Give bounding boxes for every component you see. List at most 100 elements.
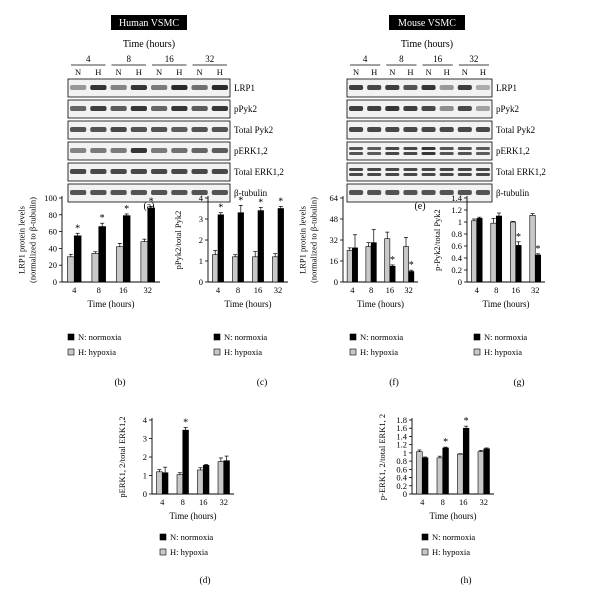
human-band	[151, 169, 168, 174]
chart-h: 00.20.40.60.811.21.41.61.8 p-ERK1, 2/tota…	[377, 414, 494, 586]
mouse-band	[367, 127, 382, 132]
mouse-band	[421, 127, 436, 132]
human-band	[90, 190, 107, 195]
x-axis-label: Time (hours)	[430, 511, 477, 521]
human-row-label: pPyk2	[234, 104, 257, 114]
mouse-timepoint-label: 8	[399, 54, 404, 64]
y-axis-label: p-Pyk2/total Pyk2	[432, 209, 442, 271]
human-band	[110, 127, 127, 132]
y-tick-label: 4	[143, 415, 148, 425]
bar-normoxia	[389, 265, 396, 283]
human-band	[151, 148, 168, 153]
mouse-band	[457, 127, 472, 132]
human-band	[191, 148, 208, 153]
bar-normoxia	[237, 212, 244, 283]
human-timepoint-label: 4	[86, 54, 91, 64]
caption-e: (e)	[414, 201, 425, 212]
y-axis-label: pERK1, 2/total ERK1,2	[117, 416, 127, 497]
mouse-band	[367, 147, 382, 150]
mouse-band	[349, 85, 364, 90]
human-band	[90, 127, 107, 132]
mouse-blot-row	[346, 120, 493, 140]
significance-marker: *	[75, 223, 80, 234]
y-tick-label: 48	[330, 214, 339, 224]
significance-marker: *	[218, 203, 223, 214]
human-lane-label: N	[75, 67, 81, 77]
human-band	[70, 190, 87, 195]
human-title: Human VSMC	[119, 18, 179, 29]
y-tick-label: 16	[330, 256, 339, 266]
x-axis-label: Time (hours)	[357, 299, 404, 309]
x-tick-label: 4	[72, 285, 77, 295]
human-band	[70, 106, 87, 111]
human-band	[211, 127, 228, 132]
bar-normoxia	[98, 226, 106, 283]
y-axis-label: LRP1 protein levels	[298, 206, 308, 274]
x-tick-label: 16	[254, 285, 263, 295]
y-axis-label: pPyk2/total Pyk2	[173, 211, 183, 270]
human-timepoint-label: 32	[205, 54, 214, 64]
bar-normoxia	[277, 208, 284, 283]
legend-swatch-normoxia	[213, 333, 221, 341]
legend-hypoxia: H: hypoxia	[484, 347, 522, 357]
bar-normoxia	[515, 245, 522, 283]
x-tick-label: 4	[420, 497, 425, 507]
mouse-band	[475, 152, 490, 155]
mouse-band	[439, 147, 454, 150]
caption-h: (h)	[460, 575, 471, 586]
bar-hypoxia	[91, 253, 100, 283]
mouse-band	[349, 190, 364, 195]
legend-hypoxia: H: hypoxia	[432, 547, 470, 557]
human-band	[70, 169, 87, 174]
caption-b: (b)	[114, 377, 125, 388]
bar-hypoxia	[490, 222, 497, 283]
mouse-row-label: Total Pyk2	[496, 125, 535, 135]
mouse-band	[403, 152, 418, 155]
mouse-band	[349, 127, 364, 132]
significance-marker: *	[464, 416, 469, 427]
human-lane-label: H	[136, 67, 142, 77]
human-band	[110, 169, 127, 174]
mouse-band	[421, 106, 436, 111]
mouse-band	[349, 147, 364, 150]
x-tick-label: 4	[160, 497, 165, 507]
y-tick-label: 64	[330, 193, 339, 203]
legend-hypoxia: H: hypoxia	[170, 547, 208, 557]
human-band	[211, 85, 228, 90]
bar-hypoxia	[346, 250, 353, 283]
mouse-row-label: LRP1	[496, 83, 517, 93]
bar-normoxia	[217, 214, 224, 283]
x-tick-label: 16	[119, 285, 128, 295]
human-band	[130, 106, 147, 111]
mouse-band	[421, 152, 436, 155]
mouse-band	[367, 173, 382, 176]
y-axis-label: LRP1 protein levels	[17, 206, 27, 274]
x-axis-label: Time (hours)	[225, 299, 272, 309]
bar-hypoxia	[272, 256, 279, 283]
human-band	[191, 85, 208, 90]
y-tick-label: 1.2	[451, 205, 462, 215]
legend-normoxia: N: normoxia	[360, 332, 403, 342]
mouse-band	[349, 152, 364, 155]
mouse-band	[403, 168, 418, 171]
mouse-band	[421, 190, 436, 195]
human-lane-label: H	[217, 67, 223, 77]
bar-normoxia	[442, 447, 449, 495]
x-tick-label: 32	[480, 497, 489, 507]
mouse-row-label: β-tubulin	[496, 188, 530, 198]
human-blot-row	[67, 141, 231, 161]
y-tick-label: 0.2	[451, 265, 462, 275]
bar-normoxia	[223, 460, 230, 495]
y-tick-label: 0.4	[451, 253, 462, 263]
mouse-blot-row	[346, 78, 493, 98]
bar-hypoxia	[156, 471, 163, 495]
y-tick-label: 1	[143, 471, 147, 481]
legend-normoxia: N: normoxia	[432, 532, 475, 542]
legend-swatch-hypoxia	[473, 348, 481, 356]
y-tick-label: 1.2	[396, 440, 407, 450]
mouse-band	[421, 168, 436, 171]
